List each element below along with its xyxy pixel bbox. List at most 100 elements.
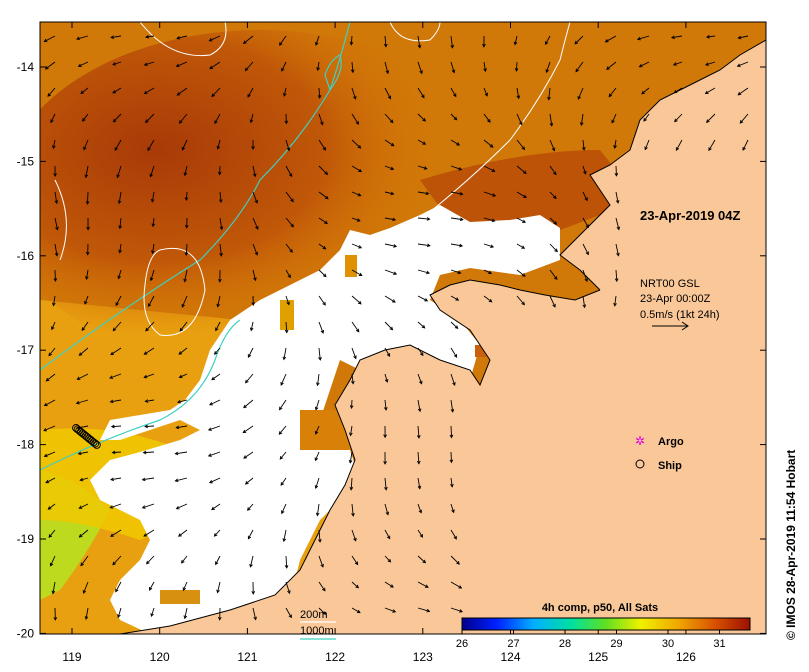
current-arrow-head	[51, 590, 56, 595]
current-arrow	[417, 243, 430, 247]
current-arrow-head	[117, 275, 121, 280]
current-arrow	[350, 35, 353, 45]
current-arrow	[50, 555, 56, 566]
current-arrow-head	[513, 41, 518, 46]
current-arrow-head	[84, 616, 89, 621]
current-arrow-head	[459, 243, 464, 248]
current-arrow-head	[110, 35, 115, 39]
current-arrow-head	[608, 93, 613, 98]
current-arrow	[615, 269, 618, 282]
current-arrow	[318, 607, 326, 615]
current-arrow-head	[218, 199, 223, 204]
contour-200m-loop	[143, 247, 206, 336]
longitude-tick-label: 122	[325, 650, 345, 664]
current-arrow-head	[324, 171, 329, 176]
current-arrow-head	[45, 377, 50, 382]
current-arrow-head	[143, 90, 148, 95]
current-arrow	[351, 243, 362, 249]
current-arrow	[417, 295, 428, 302]
current-arrow	[116, 165, 122, 178]
current-arrow	[113, 113, 122, 123]
current-arrow	[78, 61, 89, 67]
current-arrow-head	[615, 199, 620, 204]
current-arrow	[614, 295, 617, 306]
current-arrow-head	[708, 147, 712, 152]
current-arrow-head	[351, 512, 355, 517]
current-arrow	[450, 373, 456, 386]
current-arrow-head	[55, 226, 59, 231]
current-arrow	[417, 191, 429, 195]
current-arrow	[52, 581, 56, 594]
current-arrow-head	[80, 90, 85, 95]
current-arrow-head	[417, 408, 422, 413]
current-arrow	[80, 477, 89, 481]
current-arrow-head	[176, 399, 181, 404]
current-arrow-head	[614, 172, 619, 177]
current-arrow	[209, 35, 221, 42]
current-arrow-head	[521, 245, 526, 249]
current-arrow	[351, 347, 357, 359]
current-arrow-head	[348, 459, 353, 464]
current-arrow-head	[145, 34, 149, 39]
current-arrow-head	[355, 121, 359, 125]
current-arrow-head	[144, 119, 149, 124]
credit-label: © IMOS 28-Apr-2019 11:54 Hobart	[784, 449, 798, 640]
current-arrow	[84, 295, 89, 305]
current-arrow-head	[78, 534, 83, 538]
current-arrow	[384, 607, 396, 613]
current-arrow-head	[552, 303, 556, 308]
current-arrow	[450, 269, 461, 274]
current-arrow	[76, 399, 89, 404]
current-arrow-head	[110, 477, 114, 482]
current-arrow-head	[175, 505, 180, 510]
current-arrow-head	[487, 119, 491, 123]
current-arrow	[214, 347, 221, 355]
current-arrow	[644, 139, 650, 150]
current-arrow-head	[451, 69, 456, 74]
current-arrow	[114, 139, 122, 151]
current-arrow-head	[280, 381, 284, 386]
current-arrow	[252, 165, 256, 177]
current-arrow	[615, 191, 619, 204]
current-arrow	[384, 217, 396, 221]
current-arrow	[671, 35, 683, 39]
current-arrow	[177, 399, 188, 403]
current-arrow-head	[358, 245, 363, 249]
current-arrow	[243, 399, 254, 408]
current-arrow	[450, 477, 453, 487]
current-arrow	[279, 399, 287, 410]
current-arrow-head	[390, 166, 395, 171]
current-arrow	[483, 61, 486, 72]
contour-200m	[419, 22, 571, 221]
current-arrow	[178, 529, 188, 537]
current-arrow	[318, 321, 324, 334]
current-arrow	[417, 321, 425, 329]
current-arrow	[79, 503, 89, 509]
current-arrow	[184, 269, 188, 282]
current-source-label: NRT00 GSL	[640, 278, 700, 290]
current-arrow	[417, 217, 430, 220]
current-arrow	[250, 555, 254, 567]
current-arrow	[549, 217, 557, 225]
current-arrow	[637, 35, 650, 40]
current-arrow-head	[141, 477, 146, 482]
current-arrow-head	[47, 506, 52, 510]
current-arrow-head	[484, 92, 488, 97]
current-arrow-head	[281, 510, 285, 515]
current-arrow	[145, 321, 155, 332]
contour-200m-label: 200m	[300, 609, 328, 621]
current-arrow	[318, 347, 321, 360]
current-arrow-head	[453, 535, 457, 540]
current-arrow	[349, 451, 353, 463]
current-arrow-head	[383, 406, 388, 411]
current-arrow-head	[43, 402, 48, 407]
current-arrow	[351, 399, 353, 409]
current-arrow-head	[147, 303, 152, 308]
current-arrow	[582, 295, 586, 308]
current-arrow-head	[44, 66, 49, 70]
current-arrow-head	[584, 278, 588, 283]
current-arrow-head	[287, 274, 291, 279]
current-arrow	[580, 113, 584, 126]
current-arrow	[351, 555, 359, 565]
